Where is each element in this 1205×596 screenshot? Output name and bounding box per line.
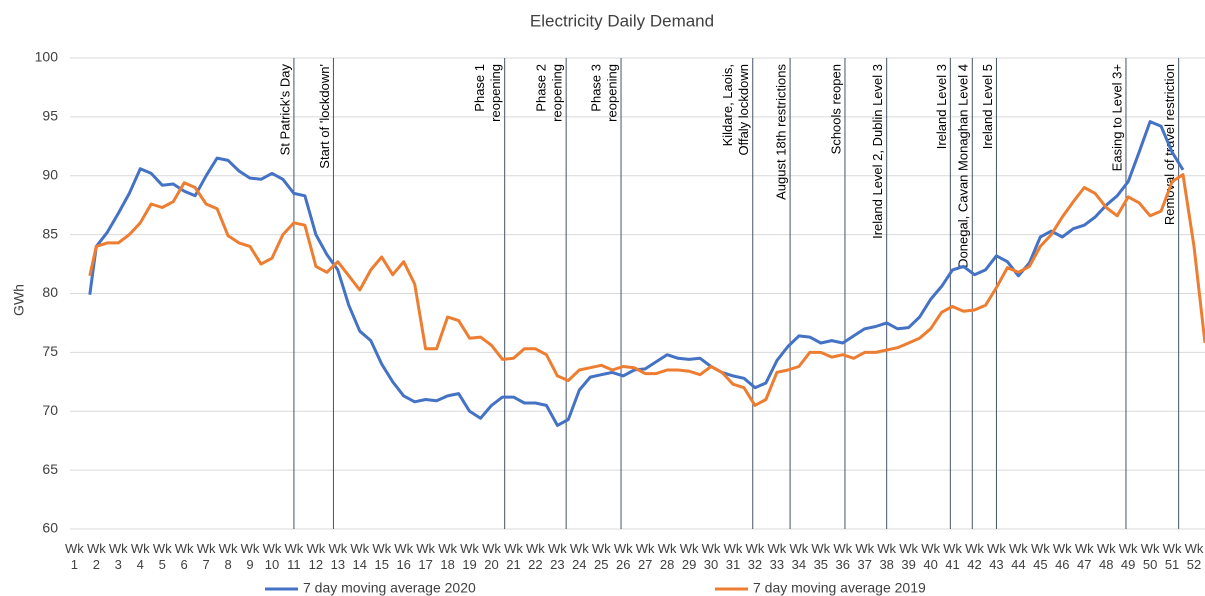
y-tick-label: 65 [42, 461, 58, 477]
x-tick-label: Wk 7 [196, 541, 216, 572]
y-tick-label: 60 [42, 520, 58, 536]
x-tick-label: Wk 10 [262, 541, 282, 572]
x-tick-label: Wk 43 [987, 541, 1006, 572]
x-tick-label: Wk 28 [657, 541, 677, 572]
x-tick-label: Wk 30 [701, 541, 721, 572]
annotation-label: Kildare, Laois, [720, 64, 735, 146]
x-tick-label: Wk 21 [504, 541, 523, 572]
x-tick-label: Wk 51 [1162, 541, 1182, 572]
annotation-label: Ireland Level 2, Dublin Level 3 [870, 64, 885, 239]
x-tick-label: Wk 12 [306, 541, 326, 572]
x-tick-label: Wk 45 [1030, 541, 1050, 572]
x-tick-label: Wk 19 [460, 541, 479, 572]
x-tick-label: Wk 9 [240, 541, 260, 572]
x-tick-label: Wk 48 [1096, 541, 1116, 572]
x-tick-label: Wk 20 [482, 541, 501, 572]
x-tick-label: Wk 6 [174, 541, 194, 572]
series-line [88, 173, 1205, 407]
annotation-label: Phase 1 [472, 64, 487, 112]
y-tick-label: 100 [35, 49, 59, 65]
x-tick-label: Wk 18 [438, 541, 457, 572]
x-tick-label: Wk 38 [877, 541, 897, 572]
y-tick-label: 90 [42, 166, 58, 182]
annotation-label: reopening [604, 64, 619, 122]
series-line [88, 120, 1185, 427]
x-tick-label: Wk 50 [1140, 541, 1160, 572]
chart-title: Electricity Daily Demand [530, 11, 714, 30]
x-tick-label: Wk 40 [921, 541, 940, 572]
x-tick-label: Wk 41 [943, 541, 962, 572]
x-tick-label: Wk 23 [547, 541, 567, 572]
x-tick-label: Wk 3 [108, 541, 128, 572]
x-tick-label: Wk 27 [635, 541, 655, 572]
annotation-label: Phase 3 [588, 64, 603, 112]
annotation-label: reopening [488, 64, 503, 122]
x-tick-label: Wk 37 [855, 541, 875, 572]
x-tick-label: Wk 46 [1052, 541, 1072, 572]
annotation-label: Ireland Level 5 [980, 64, 995, 149]
x-tick-label: Wk 5 [152, 541, 172, 572]
annotation-label: August 18th restrictions [774, 64, 789, 200]
x-tick-label: Wk 13 [328, 541, 348, 572]
x-tick-label: Wk 22 [526, 541, 545, 572]
x-tick-label: Wk 32 [745, 541, 765, 572]
x-tick-label: Wk 26 [613, 541, 633, 572]
x-tick-label: Wk 2 [86, 541, 106, 572]
y-tick-label: 95 [42, 108, 58, 124]
x-tick-label: Wk 16 [394, 541, 414, 572]
annotation-label: Offaly lockdown [736, 64, 751, 156]
x-tick-label: Wk 14 [350, 541, 370, 572]
legend-label: 7 day moving average 2020 [303, 580, 476, 596]
annotation-label: Easing to Level 3+ [1109, 64, 1124, 171]
x-tick-label: Wk 17 [416, 541, 436, 572]
y-tick-label: 80 [42, 284, 58, 300]
annotation-label: Schools reopen [828, 64, 843, 154]
y-tick-label: 75 [42, 343, 58, 359]
y-axis-title: GWh [11, 284, 27, 316]
x-tick-label: Wk 49 [1118, 541, 1138, 572]
y-tick-label: 70 [42, 402, 58, 418]
annotation-label: St Patrick's Day [277, 64, 292, 156]
x-tick-label: Wk 36 [833, 541, 853, 572]
annotation-label: reopening [550, 64, 565, 122]
y-tick-label: 85 [42, 225, 58, 241]
x-tick-label: Wk 44 [1009, 541, 1028, 572]
x-tick-label: Wk 52 [1184, 541, 1204, 572]
annotation-label: Donegal, Cavan Monaghan Level 4 [956, 64, 971, 268]
x-tick-label: Wk 31 [723, 541, 743, 572]
x-tick-label: Wk 4 [130, 541, 150, 572]
x-tick-label: Wk 1 [65, 541, 84, 572]
x-tick-label: Wk 24 [569, 541, 589, 572]
x-tick-label: Wk 42 [965, 541, 984, 572]
x-tick-label: Wk 35 [811, 541, 831, 572]
x-tick-label: Wk 11 [284, 541, 304, 572]
x-tick-label: Wk 34 [789, 541, 809, 572]
x-tick-label: Wk 47 [1074, 541, 1094, 572]
x-tick-label: Wk 8 [218, 541, 238, 572]
x-tick-label: Wk 39 [899, 541, 919, 572]
legend-label: 7 day moving average 2019 [753, 580, 926, 596]
x-tick-label: Wk 25 [591, 541, 611, 572]
annotation-label: Start of 'lockdown' [317, 64, 332, 169]
annotation-label: Ireland Level 3 [934, 64, 949, 149]
x-tick-label: Wk 15 [372, 541, 392, 572]
x-tick-label: Wk 29 [679, 541, 699, 572]
annotation-label: Phase 2 [534, 64, 549, 112]
x-tick-label: Wk 33 [767, 541, 787, 572]
